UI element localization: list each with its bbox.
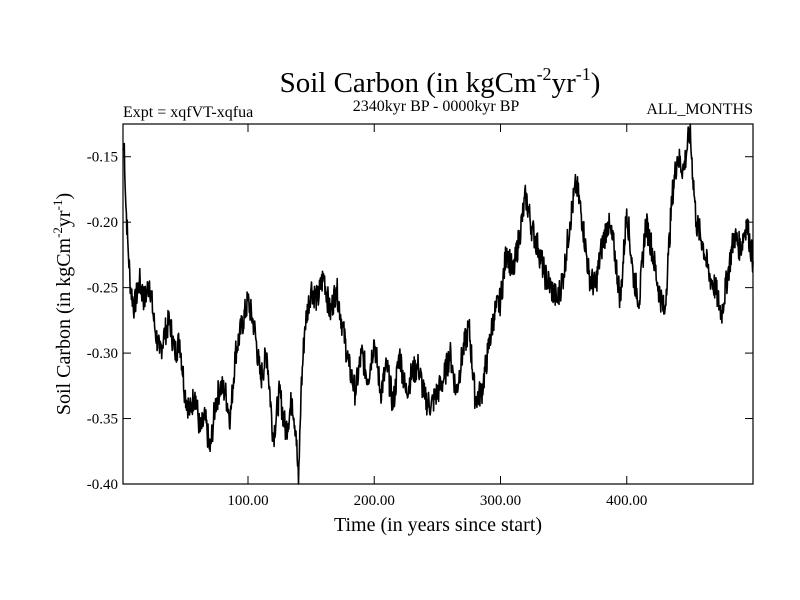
y-axis-label-main: Soil Carbon (in kgCm — [53, 237, 75, 415]
x-tick-label-2: 300.00 — [480, 493, 521, 509]
y-tick-label-0: -0.15 — [87, 150, 118, 166]
y-tick-label-2: -0.25 — [87, 281, 118, 297]
chart-title-sup2: -1 — [576, 64, 591, 84]
y-axis-label-end: ) — [53, 193, 75, 200]
chart-title-mid: yr — [552, 67, 577, 99]
x-axis-label: Time (in years since start) — [334, 514, 542, 536]
time-range-label: 2340kyr BP - 0000kyr BP — [353, 98, 520, 115]
chart-title-main: Soil Carbon (in kgCm — [280, 67, 537, 99]
y-axis-ticks: -0.15 -0.20 -0.25 -0.30 -0.35 -0.40 — [87, 150, 753, 493]
chart-title: Soil Carbon (in kgCm-2yr-1) — [280, 64, 601, 99]
y-tick-label-3: -0.30 — [87, 346, 118, 362]
y-tick-label-1: -0.20 — [87, 215, 118, 231]
x-tick-label-0: 100.00 — [227, 493, 268, 509]
y-axis-label-sup1: -2 — [50, 227, 65, 238]
experiment-label: Expt = xqfVT-xqfua — [123, 104, 253, 121]
x-axis-ticks: 100.00 200.00 300.00 400.00 — [227, 124, 647, 509]
chart-title-end: ) — [591, 67, 601, 99]
chart-title-sup1: -2 — [537, 64, 552, 84]
y-tick-label-5: -0.40 — [87, 477, 118, 493]
x-tick-label-1: 200.00 — [354, 493, 395, 509]
x-tick-label-3: 400.00 — [606, 493, 647, 509]
y-axis-label-mid: yr — [53, 210, 75, 227]
y-axis-label: Soil Carbon (in kgCm-2yr-1) — [50, 193, 75, 415]
months-label: ALL_MONTHS — [646, 101, 753, 118]
series-line-soil-carbon — [122, 123, 754, 485]
plot-frame — [122, 123, 754, 485]
y-axis-label-sup2: -1 — [50, 200, 65, 211]
y-tick-label-4: -0.35 — [87, 412, 118, 428]
